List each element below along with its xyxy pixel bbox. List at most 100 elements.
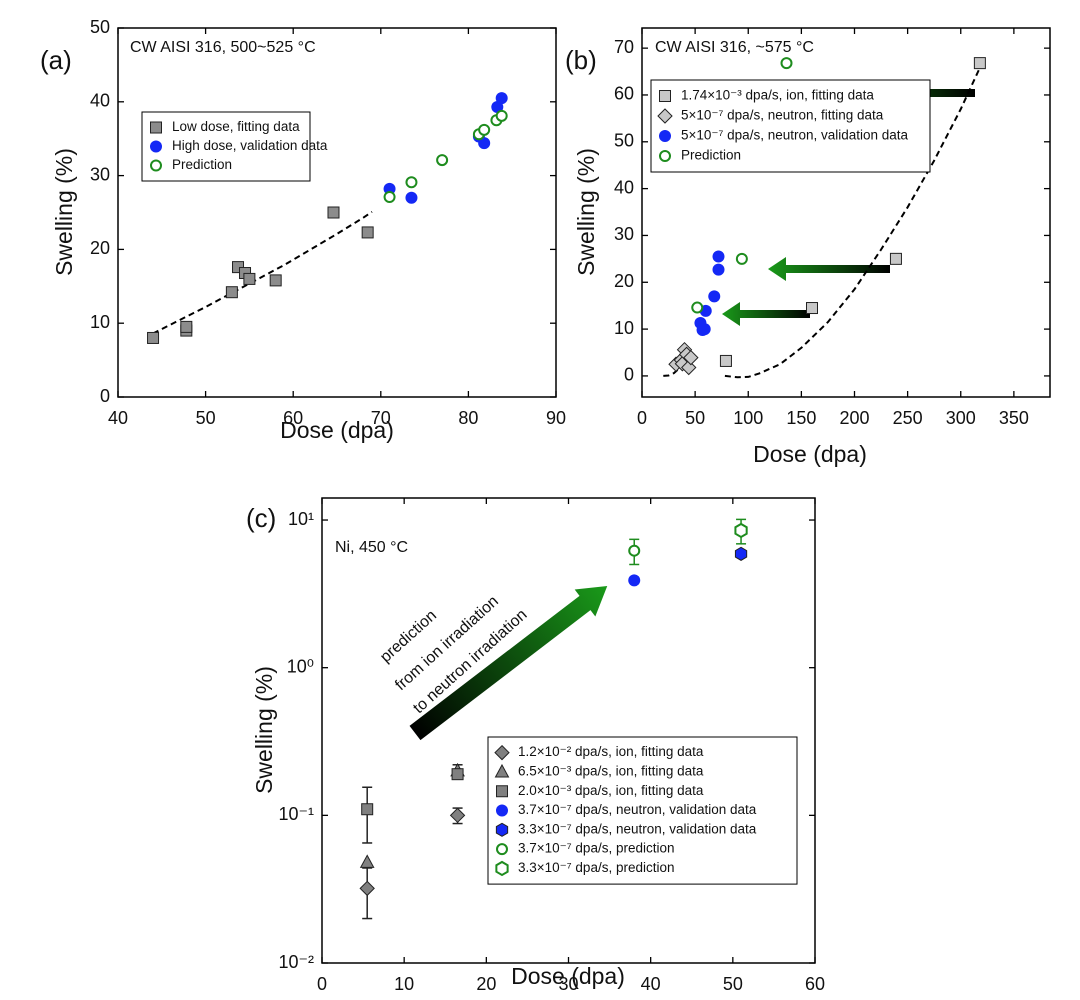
panel-label: (c) — [246, 503, 276, 533]
legend-label: Prediction — [172, 157, 232, 172]
x-tick-label: 20 — [476, 974, 496, 994]
marker-square — [659, 90, 671, 102]
marker-circle — [478, 123, 491, 136]
marker-circle — [495, 109, 508, 122]
arrow — [722, 302, 810, 326]
marker-square — [150, 121, 162, 134]
y-tick-label: 60 — [614, 84, 634, 104]
marker-diamond — [449, 807, 466, 824]
y-tick-label: 10⁻¹ — [278, 804, 314, 824]
marker-circle — [712, 263, 725, 276]
x-tick-label: 70 — [371, 408, 391, 428]
y-tick-label: 10⁻² — [278, 952, 314, 972]
y-tick-label: 10¹ — [288, 509, 314, 529]
marker-triangle — [494, 763, 510, 778]
legend-label: 6.5×10⁻³ dpa/s, ion, fitting data — [518, 764, 704, 779]
marker-circle — [628, 544, 641, 557]
legend-box — [650, 79, 931, 173]
x-tick-label: 60 — [805, 974, 825, 994]
x-tick-label: 350 — [999, 408, 1029, 428]
marker-circle — [659, 130, 671, 142]
plot-frame — [321, 497, 816, 964]
marker-square — [361, 803, 374, 816]
marker-square — [327, 206, 340, 219]
marker-square — [973, 57, 986, 70]
x-tick-label: 100 — [733, 408, 763, 428]
x-axis-title: Dose (dpa) — [511, 963, 625, 989]
marker-triangle — [359, 854, 375, 868]
fit-curve — [724, 62, 983, 379]
marker-square — [889, 252, 902, 265]
marker-diamond — [681, 359, 697, 376]
marker-circle — [150, 159, 162, 172]
y-tick-label: 0 — [624, 365, 634, 385]
marker-circle — [628, 574, 641, 587]
panel-label: (a) — [40, 45, 72, 75]
x-tick-label: 90 — [546, 408, 566, 428]
x-tick-label: 0 — [317, 974, 327, 994]
panel: 0 10 20 30 40 50 60 10⁻² 10⁻¹ 10⁰ 10¹ Dose (dpa) Swe… — [246, 497, 825, 994]
marker-circle — [712, 250, 725, 263]
y-axis-title: Swelling (%) — [573, 148, 599, 276]
marker-circle — [405, 176, 418, 189]
legend-label: 3.3×10⁻⁷ dpa/s, prediction — [518, 860, 675, 875]
marker-diamond — [657, 108, 673, 124]
marker-circle — [780, 57, 793, 70]
x-tick-label: 50 — [685, 408, 705, 428]
marker-circle — [735, 252, 748, 265]
x-tick-label: 150 — [786, 408, 816, 428]
marker-circle — [150, 140, 162, 153]
annotation: CW AISI 316, 500~525 °C — [130, 39, 316, 56]
legend-box — [141, 111, 311, 182]
marker-square — [225, 286, 238, 299]
marker-circle — [495, 92, 508, 105]
y-tick-label: 20 — [90, 238, 110, 258]
y-tick-label: 70 — [614, 37, 634, 57]
marker-circle — [691, 301, 704, 314]
x-tick-label: 300 — [946, 408, 976, 428]
marker-hexagon — [734, 546, 748, 561]
marker-square — [361, 226, 374, 239]
legend-label: High dose, validation data — [172, 138, 328, 153]
marker-circle — [708, 290, 721, 303]
x-tick-label: 80 — [458, 408, 478, 428]
marker-circle — [383, 191, 396, 204]
y-tick-label: 10 — [614, 318, 634, 338]
marker-diamond — [683, 349, 699, 366]
y-tick-label: 30 — [90, 164, 110, 184]
y-tick-label: 30 — [614, 224, 634, 244]
annotation: Ni, 450 °C — [335, 539, 408, 556]
marker-square — [147, 331, 160, 344]
x-tick-label: 60 — [283, 408, 303, 428]
legend-label: 1.74×10⁻³ dpa/s, ion, fitting data — [681, 88, 874, 103]
marker-circle — [491, 100, 504, 113]
marker-hexagon — [734, 522, 748, 539]
annotation: CW AISI 316, ~575 °C — [655, 39, 814, 56]
plot-frame — [117, 27, 557, 398]
legend-label: 3.7×10⁻⁷ dpa/s, prediction — [518, 841, 675, 856]
marker-circle — [496, 843, 508, 856]
x-tick-label: 40 — [108, 408, 128, 428]
panel: 0 50 100 150 200 250 300 350 0 10 20 30 40 50 60 70 Dose… — [565, 27, 1051, 467]
marker-circle — [405, 191, 418, 204]
legend-label: 5×10⁻⁷ dpa/s, neutron, validation data — [681, 128, 909, 143]
marker-hexagon — [495, 822, 509, 837]
marker-square — [243, 272, 256, 285]
legend-label: Low dose, fitting data — [172, 119, 300, 134]
marker-hexagon — [495, 860, 509, 877]
x-tick-label: 30 — [558, 974, 578, 994]
legend-label: 2.0×10⁻³ dpa/s, ion, fitting data — [518, 783, 704, 798]
x-tick-label: 50 — [723, 974, 743, 994]
x-tick-label: 40 — [641, 974, 661, 994]
y-tick-label: 40 — [90, 91, 110, 111]
y-tick-label: 10 — [90, 312, 110, 332]
plot-frame — [641, 27, 1051, 398]
legend-label: Prediction — [681, 148, 741, 163]
y-axis-title: Swelling (%) — [51, 148, 77, 276]
y-tick-label: 20 — [614, 271, 634, 291]
fit-curve — [152, 210, 373, 335]
legend-label: 5×10⁻⁷ dpa/s, neutron, fitting data — [681, 108, 884, 123]
y-tick-label: 40 — [614, 177, 634, 197]
marker-square — [451, 768, 464, 781]
marker-circle — [496, 804, 508, 817]
